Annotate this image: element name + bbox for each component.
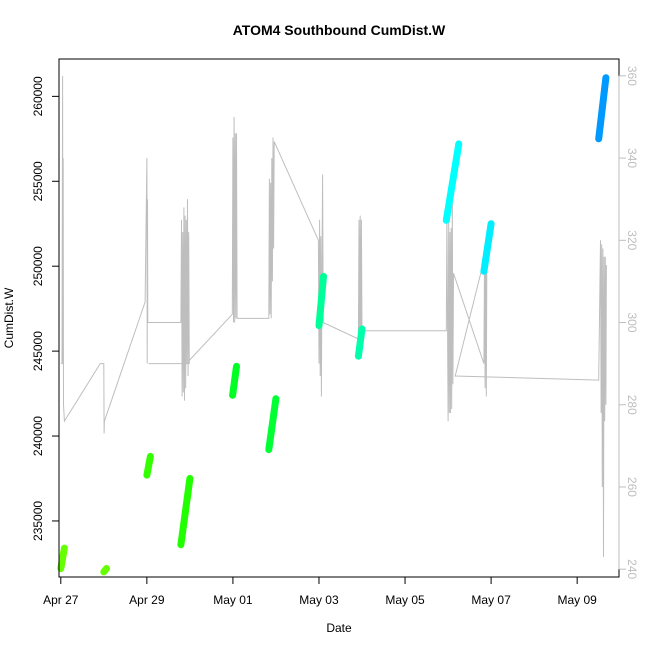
x-tick-label: Apr 27 <box>43 593 79 607</box>
y2-tick-label: 360 <box>625 66 639 86</box>
y-axis-right: 240 260 280 300 320 340 360 <box>618 66 639 580</box>
series-run-10 <box>480 220 495 275</box>
y-tick-label: 235000 <box>31 501 45 541</box>
x-axis: Apr 27 Apr 29 May 01 May 03 May 05 May 07 May … <box>43 576 597 607</box>
y-tick-label: 260000 <box>31 76 45 116</box>
series-run-1 <box>57 544 68 572</box>
series-run-8 <box>354 325 366 360</box>
x-tick-label: May 01 <box>213 593 253 607</box>
series-run-9 <box>442 140 463 224</box>
series-run-3 <box>143 452 154 479</box>
grey-line-layer <box>60 75 607 557</box>
y-axis-left: 235000 240000 245000 250000 255000 260000 <box>31 76 60 541</box>
grey-line <box>60 75 607 557</box>
y-tick-label: 250000 <box>31 246 45 286</box>
series-run-6 <box>265 395 280 454</box>
series-layer <box>57 74 610 576</box>
series-run-5 <box>229 362 240 399</box>
x-tick-label: Apr 29 <box>129 593 165 607</box>
x-axis-label: Date <box>326 621 352 635</box>
series-run-4 <box>177 475 194 549</box>
x-tick-label: May 03 <box>299 593 339 607</box>
y-axis-label: CumDist.W <box>2 287 16 348</box>
chart-title: ATOM4 Southbound CumDist.W <box>233 22 446 38</box>
y2-tick-label: 240 <box>625 559 639 579</box>
y2-tick-label: 340 <box>625 148 639 168</box>
y2-tick-label: 280 <box>625 395 639 415</box>
series-run-7 <box>315 272 327 330</box>
y2-tick-label: 300 <box>625 313 639 333</box>
series-run-11 <box>595 74 610 143</box>
y-tick-label: 245000 <box>31 331 45 371</box>
series-run-2 <box>100 565 110 576</box>
x-tick-label: May 05 <box>385 593 425 607</box>
x-tick-label: May 09 <box>557 593 597 607</box>
y2-tick-label: 320 <box>625 230 639 250</box>
y-tick-label: 255000 <box>31 161 45 201</box>
y2-tick-label: 260 <box>625 477 639 497</box>
x-tick-label: May 07 <box>471 593 511 607</box>
y-tick-label: 240000 <box>31 416 45 456</box>
plot-frame <box>58 58 620 578</box>
